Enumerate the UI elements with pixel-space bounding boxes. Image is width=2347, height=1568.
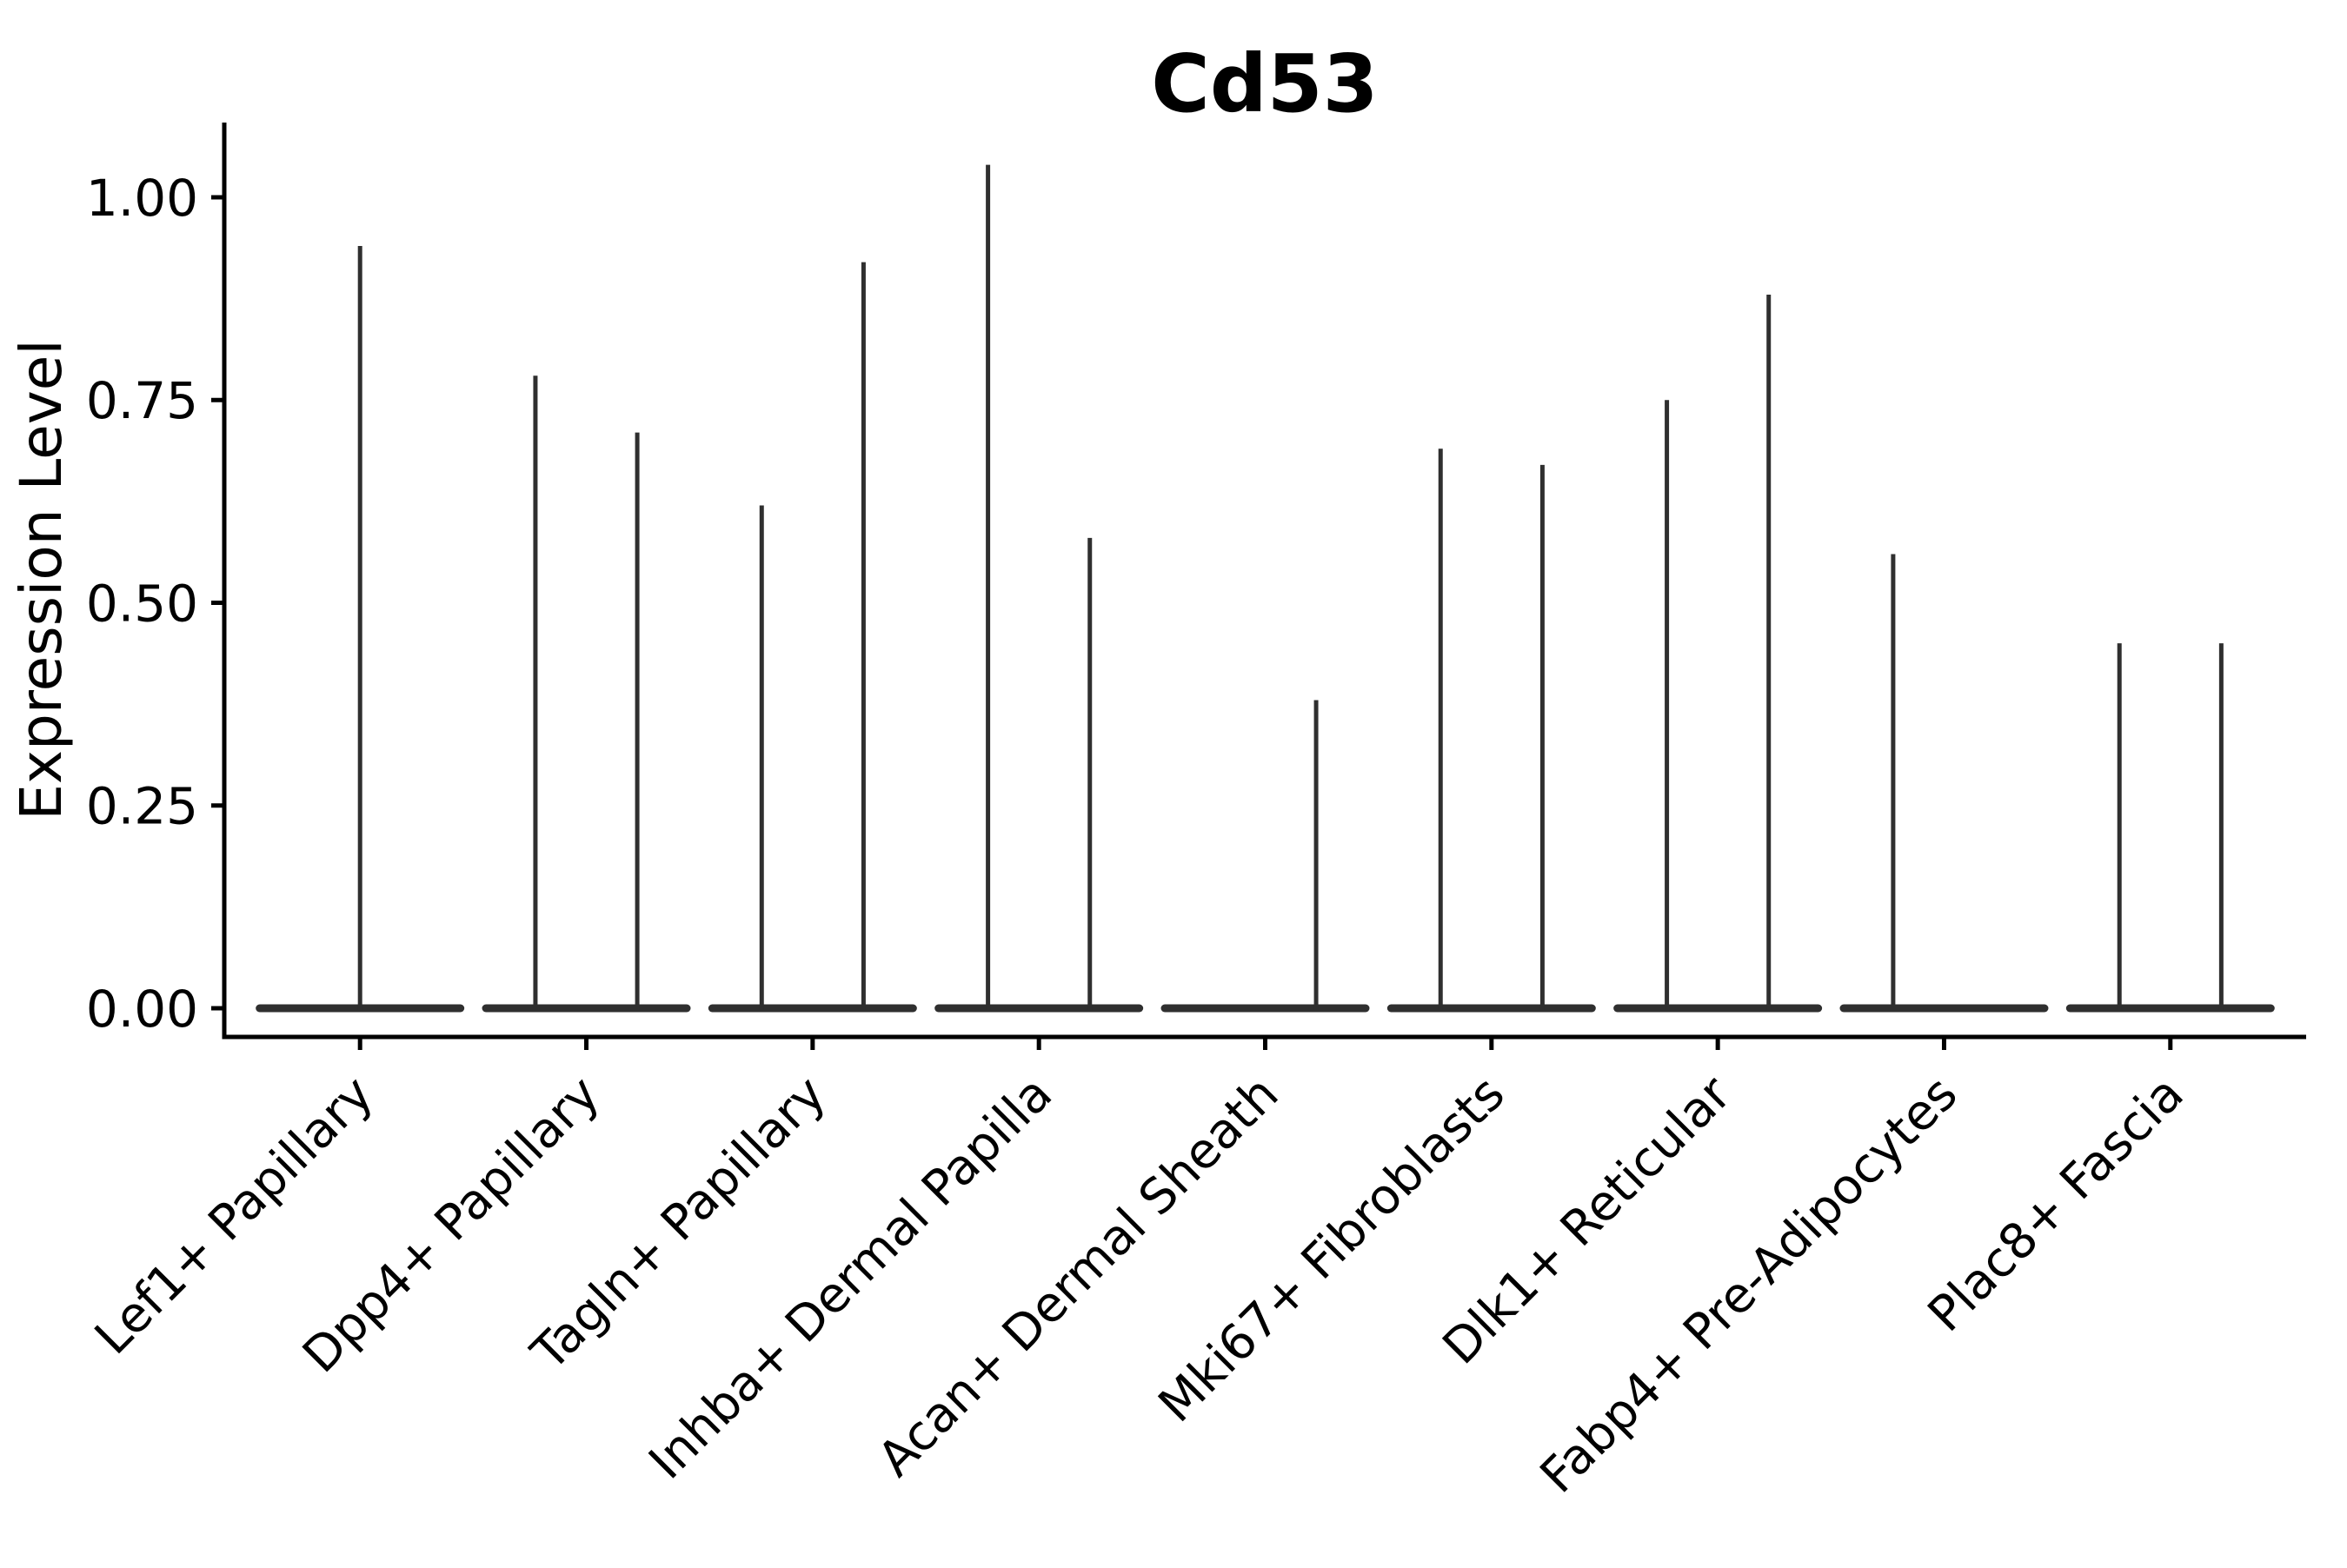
x-tick-label: Fabp4+ Pre-Adipocytes	[1530, 1066, 1969, 1505]
violin-baseline-band	[482, 1004, 691, 1013]
violin-baseline-band	[934, 1004, 1144, 1013]
violin-baseline-band	[1839, 1004, 2049, 1013]
violin-baseline-band	[1160, 1004, 1370, 1013]
y-tick-label: 0.25	[86, 777, 198, 836]
violin-baseline-band	[1386, 1004, 1596, 1013]
violin-7	[1613, 294, 1823, 1013]
x-tick-label: Acan+ Dermal Sheath	[868, 1066, 1290, 1488]
y-tick-label: 1.00	[86, 169, 198, 228]
y-tick-label: 0.00	[86, 980, 198, 1039]
x-tick-label: Inhba+ Dermal Papilla	[638, 1066, 1063, 1491]
violin-baseline-band	[708, 1004, 917, 1013]
violin-2	[482, 375, 691, 1013]
violin-baseline-band	[1613, 1004, 1823, 1013]
violin-5	[1160, 700, 1370, 1013]
violin-9	[2065, 643, 2275, 1013]
violin-3	[708, 262, 917, 1013]
violins	[256, 164, 2275, 1013]
y-tick-label: 0.75	[86, 371, 198, 430]
axes	[211, 123, 2306, 1050]
violin-8	[1839, 554, 2049, 1013]
violin-1	[256, 245, 465, 1013]
violin-4	[934, 164, 1144, 1013]
violin-baseline-band	[2065, 1004, 2275, 1013]
violin-6	[1386, 448, 1596, 1013]
chart-title: Cd53	[1151, 37, 1378, 130]
y-axis-label: Expression Level	[8, 339, 75, 820]
y-tick-label: 0.50	[86, 574, 198, 633]
